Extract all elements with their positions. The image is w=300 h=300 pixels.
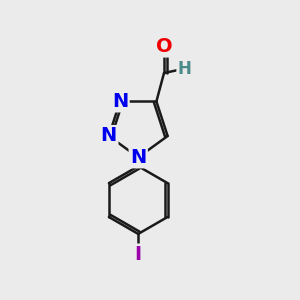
Text: O: O: [156, 37, 172, 56]
Text: H: H: [178, 60, 192, 78]
Text: I: I: [135, 245, 142, 264]
Text: N: N: [101, 127, 117, 146]
Text: N: N: [112, 92, 128, 111]
Text: N: N: [130, 148, 146, 167]
